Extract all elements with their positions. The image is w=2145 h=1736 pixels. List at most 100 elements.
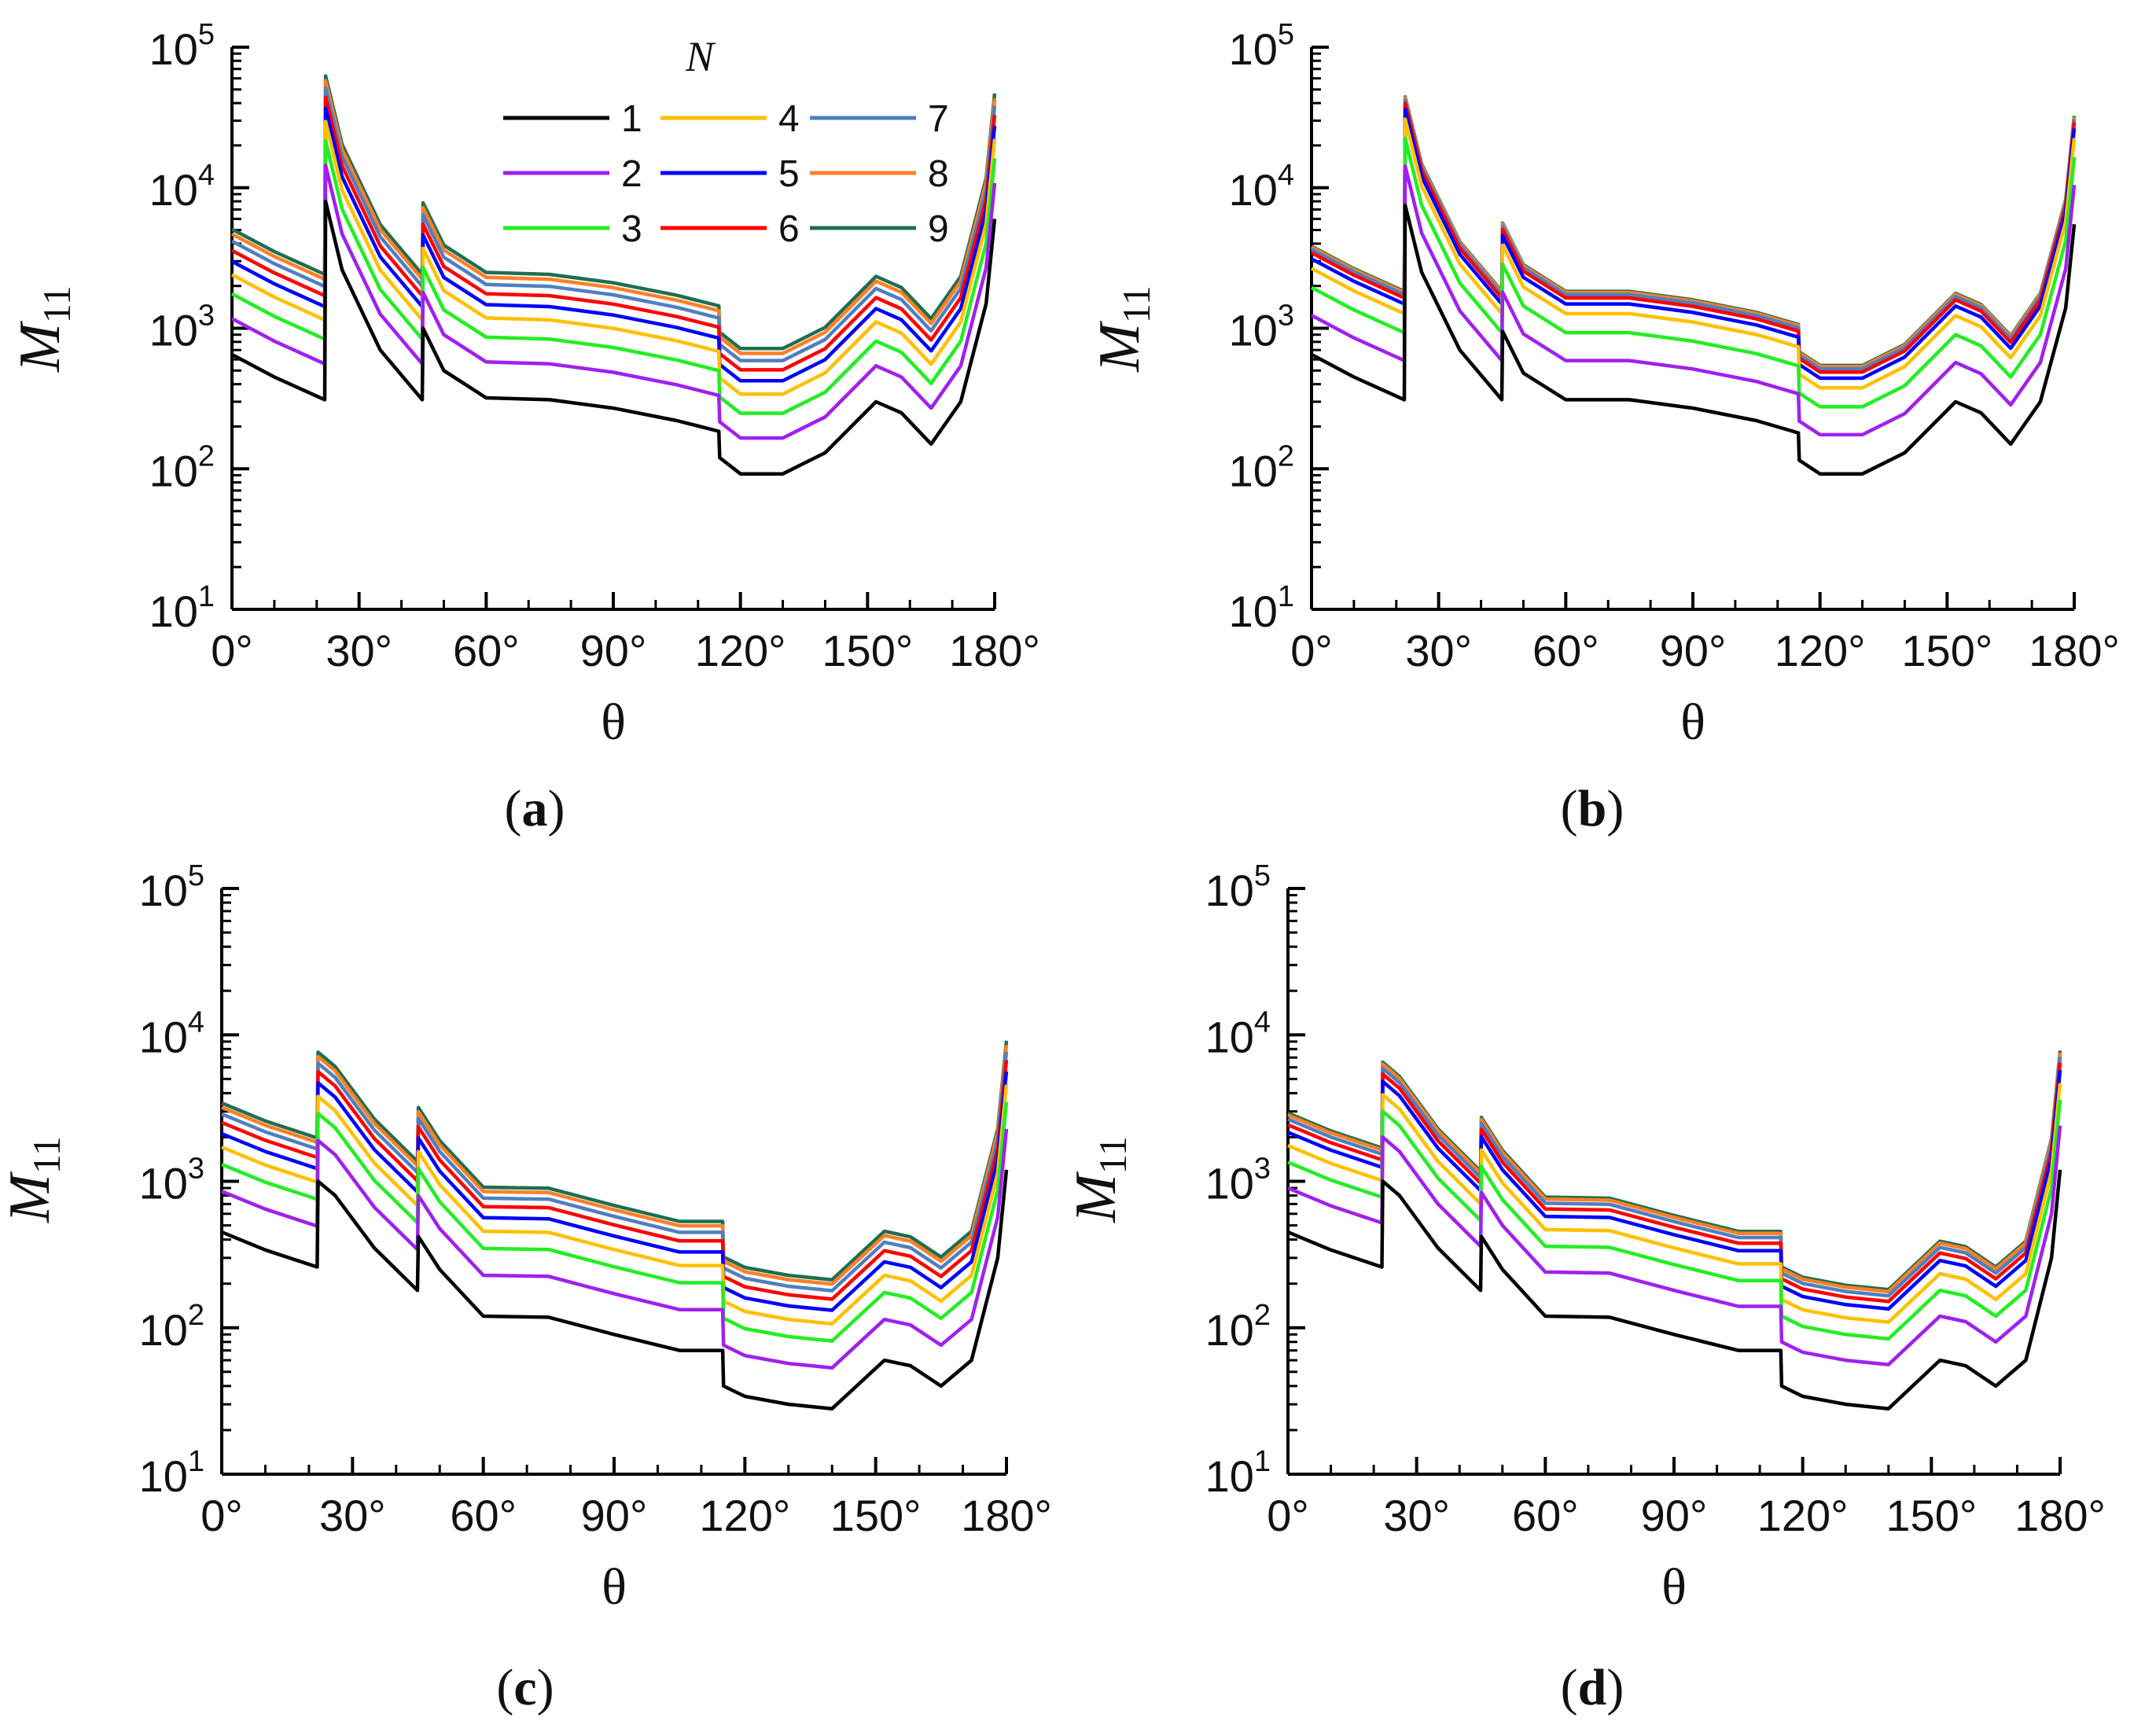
y-tick-label: 103 [1205,1153,1271,1208]
x-tick-label: 120° [695,626,786,675]
y-tick-label: 104 [139,1006,204,1061]
panel-label: (d) [1561,1659,1624,1716]
series-line-N3 [221,1102,1009,1343]
series-group [230,74,997,476]
y-tick-label: 104 [149,159,215,215]
series-line-N3 [1287,1099,2062,1341]
series-line-N1 [1287,1169,2062,1410]
y-tick-label: 103 [149,300,215,355]
y-tick-label: 101 [149,580,215,636]
legend-label-N7: 7 [928,98,949,140]
x-tick-label: 180° [2014,1491,2106,1540]
x-tick-label: 0° [201,1491,243,1540]
series-line-N7 [230,86,997,362]
x-axis-title: θ [1661,1558,1687,1616]
x-tick-label: 90° [580,626,647,675]
legend: N 1 2 3 4 5 6 7 8 9 [503,33,949,250]
x-tick-label: 90° [1641,1491,1708,1540]
x-tick-label: 150° [830,1491,922,1540]
x-tick-label: 180° [949,626,1040,675]
series-line-N9 [221,1040,1009,1282]
x-tick-label: 90° [1660,626,1727,675]
y-axis-title: M11 [0,1136,68,1223]
panel-label: (c) [496,1659,554,1716]
x-tick-label: 150° [1901,626,1992,675]
series-line-N2 [1310,164,2077,437]
x-tick-label: 180° [961,1491,1052,1540]
x-tick-label: 0° [1267,1491,1309,1540]
x-tick-label: 120° [699,1491,790,1540]
x-tick-label: 0° [211,626,253,675]
series-line-N5 [221,1071,1009,1312]
series-line-N8 [221,1044,1009,1286]
x-tick-label: 30° [319,1491,386,1540]
series-line-N2 [221,1128,1009,1370]
x-tick-label: 30° [326,626,392,675]
legend-label-N9: 9 [928,208,949,250]
x-tick-label: 120° [1775,626,1866,675]
x-tick-label: 90° [581,1491,648,1540]
x-tick-label: 30° [1405,626,1472,675]
y-tick-label: 101 [1229,580,1294,636]
series-line-N4 [1310,117,2077,390]
y-axis-title: M11 [1087,285,1158,373]
legend-label-N1: 1 [621,98,642,140]
y-axis-title: M11 [8,285,79,373]
series-line-N8 [1310,96,2077,369]
series-line-N5 [1287,1069,2062,1311]
y-tick-label: 101 [139,1445,204,1501]
y-tick-label: 102 [1229,440,1294,495]
y-tick-label: 104 [1229,159,1294,215]
panel-d: 101 102 103 104 105 0° 30° 60° 90° 120° 150° 180° θ M… [1064,859,2106,1716]
series-line-N5 [230,106,997,383]
y-tick-label: 105 [139,859,204,915]
y-tick-label: 105 [1205,859,1271,915]
series-line-N7 [221,1051,1009,1293]
series-group [1310,95,2077,476]
legend-title: N [685,33,716,80]
panel-c: 101 102 103 104 105 0° 30° 60° 90° 120° 150° 180° θ M… [0,859,1052,1716]
x-axis-title: θ [601,693,626,751]
series-line-N1 [221,1169,1009,1410]
x-tick-label: 0° [1290,626,1333,675]
series-line-N3 [230,138,997,415]
series-line-N4 [221,1084,1009,1326]
y-tick-label: 104 [1205,1006,1271,1061]
x-tick-label: 120° [1757,1491,1849,1540]
series-line-N9 [1310,95,2077,368]
panel-label: (b) [1561,780,1624,837]
series-line-N2 [230,164,997,440]
series-line-N4 [230,120,997,396]
series-line-N6 [1287,1062,2062,1304]
y-tick-label: 102 [1205,1299,1271,1355]
x-tick-label: 150° [1886,1491,1977,1540]
y-tick-label: 105 [149,18,215,74]
x-tick-label: 30° [1383,1491,1450,1540]
panel-label: (a) [505,780,565,837]
y-tick-label: 103 [1229,300,1294,355]
y-tick-label: 102 [139,1299,204,1355]
legend-label-N8: 8 [928,153,949,195]
series-line-N4 [1287,1083,2062,1324]
series-line-N2 [1287,1125,2062,1366]
x-tick-label: 150° [822,626,913,675]
legend-label-N3: 3 [621,208,642,250]
series-line-N7 [1310,98,2077,371]
series-line-N1 [1310,203,2077,476]
x-axis-title: θ [1680,693,1705,751]
legend-label-N2: 2 [621,153,642,195]
x-tick-label: 180° [2029,626,2120,675]
x-axis-title: θ [602,1558,627,1616]
series-group [1287,1050,2062,1410]
series-line-N3 [1310,136,2077,409]
y-axis-title: M11 [1064,1136,1135,1223]
y-tick-label: 103 [139,1153,204,1208]
series-line-N6 [230,95,997,372]
legend-label-N6: 6 [778,208,800,250]
series-line-N8 [1287,1052,2062,1294]
series-line-N5 [1310,108,2077,381]
legend-label-N5: 5 [778,153,800,195]
x-tick-label: 60° [453,626,520,675]
series-line-N7 [1287,1056,2062,1298]
